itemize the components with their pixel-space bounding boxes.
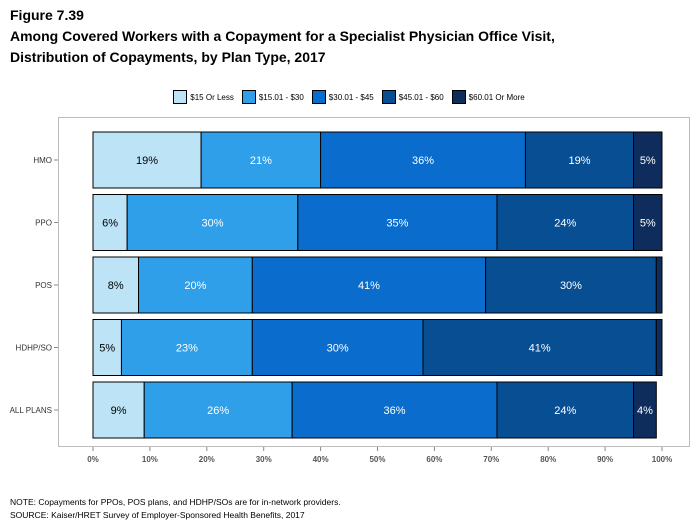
bar-segment bbox=[251, 319, 424, 376]
legend-swatch bbox=[241, 90, 256, 104]
legend-swatch bbox=[311, 90, 326, 104]
bar-segment bbox=[496, 194, 635, 251]
data-label: 9% bbox=[111, 405, 127, 417]
data-label: 20% bbox=[184, 280, 206, 292]
legend-swatch bbox=[451, 90, 466, 104]
data-label: 41% bbox=[529, 343, 551, 355]
bar-segment bbox=[126, 194, 299, 251]
bar-segment bbox=[633, 381, 657, 439]
bar-segment bbox=[251, 256, 487, 314]
x-tick-label: 20% bbox=[199, 455, 215, 464]
bar-segment bbox=[92, 131, 202, 189]
bar-segment bbox=[291, 381, 498, 439]
x-tick-label: 90% bbox=[597, 455, 613, 464]
legend-label: $15.01 - $30 bbox=[258, 92, 304, 102]
bar-segment bbox=[92, 256, 140, 314]
bar-segment bbox=[92, 194, 128, 251]
bar-segment bbox=[524, 131, 635, 189]
x-tick-label: 50% bbox=[369, 455, 385, 464]
bar-segment bbox=[655, 319, 663, 376]
x-tick-label: 10% bbox=[142, 455, 158, 464]
category-label: POS bbox=[35, 281, 52, 290]
bar-segment bbox=[297, 194, 498, 251]
data-label: 19% bbox=[568, 155, 590, 167]
chart-note: NOTE: Copayments for PPOs, POS plans, an… bbox=[10, 497, 341, 507]
data-label: 23% bbox=[176, 343, 198, 355]
x-tick-label: 30% bbox=[256, 455, 272, 464]
data-label: 5% bbox=[640, 155, 656, 167]
legend-item: $15 Or Less bbox=[173, 90, 234, 104]
stacked-bar-chart: HMO 19% 21% 36% 19% 5% PPO 6% 30% 35% 24% 5% POS 8% 20… bbox=[10, 131, 672, 464]
data-label: 35% bbox=[386, 218, 408, 230]
legend-swatch bbox=[381, 90, 396, 104]
bar-segment bbox=[633, 131, 663, 189]
data-label: 30% bbox=[560, 280, 582, 292]
data-label: 30% bbox=[327, 343, 349, 355]
bar-segment bbox=[120, 319, 253, 376]
legend-label: $30.01 - $45 bbox=[328, 92, 374, 102]
x-tick-label: 40% bbox=[313, 455, 329, 464]
bar-segment bbox=[422, 319, 657, 376]
legend-item: $15.01 - $30 bbox=[241, 90, 304, 104]
data-label: 24% bbox=[554, 405, 576, 417]
data-label: 19% bbox=[136, 155, 158, 167]
data-label: 41% bbox=[358, 280, 380, 292]
category-label: HDHP/SO bbox=[16, 344, 52, 353]
x-tick-label: 70% bbox=[483, 455, 499, 464]
data-label: 24% bbox=[554, 218, 576, 230]
x-tick-label: 0% bbox=[87, 455, 99, 464]
bar-segment bbox=[143, 381, 293, 439]
legend-swatch bbox=[173, 90, 188, 104]
data-label: 8% bbox=[108, 280, 124, 292]
chart-title: Among Covered Workers with a Copayment f… bbox=[10, 28, 555, 65]
bar-segment bbox=[320, 131, 526, 189]
data-label: 5% bbox=[640, 218, 656, 230]
data-label: 30% bbox=[201, 218, 223, 230]
plot-area-frame bbox=[58, 117, 690, 447]
x-tick-label: 100% bbox=[652, 455, 672, 464]
category-label: ALL PLANS bbox=[10, 406, 52, 415]
data-label: 4% bbox=[637, 405, 653, 417]
category-label: PPO bbox=[35, 219, 52, 228]
chart-legend: $15 Or Less $15.01 - $30 $30.01 - $45 $45.0… bbox=[0, 90, 698, 104]
bar-segment bbox=[200, 131, 322, 189]
legend-item: $45.01 - $60 bbox=[381, 90, 444, 104]
category-label: HMO bbox=[33, 156, 52, 165]
bar-segment bbox=[633, 194, 663, 251]
legend-label: $45.01 - $60 bbox=[398, 92, 444, 102]
legend-item: $30.01 - $45 bbox=[311, 90, 374, 104]
data-label: 21% bbox=[250, 155, 272, 167]
bar-segment bbox=[138, 256, 253, 314]
data-label: 5% bbox=[99, 343, 115, 355]
x-tick-label: 60% bbox=[426, 455, 442, 464]
bar-segment bbox=[485, 256, 657, 314]
legend-item: $60.01 Or More bbox=[451, 90, 525, 104]
figure-label: Figure 7.39 bbox=[10, 7, 84, 23]
data-label: 26% bbox=[207, 405, 229, 417]
bar-segment bbox=[655, 256, 663, 314]
data-label: 36% bbox=[412, 155, 434, 167]
bar-segment bbox=[92, 319, 122, 376]
legend-label: $15 Or Less bbox=[190, 92, 234, 102]
legend-label: $60.01 Or More bbox=[468, 92, 525, 102]
chart-source: SOURCE: Kaiser/HRET Survey of Employer-S… bbox=[10, 510, 305, 520]
data-label: 36% bbox=[384, 405, 406, 417]
data-label: 6% bbox=[102, 218, 118, 230]
x-tick-label: 80% bbox=[540, 455, 556, 464]
